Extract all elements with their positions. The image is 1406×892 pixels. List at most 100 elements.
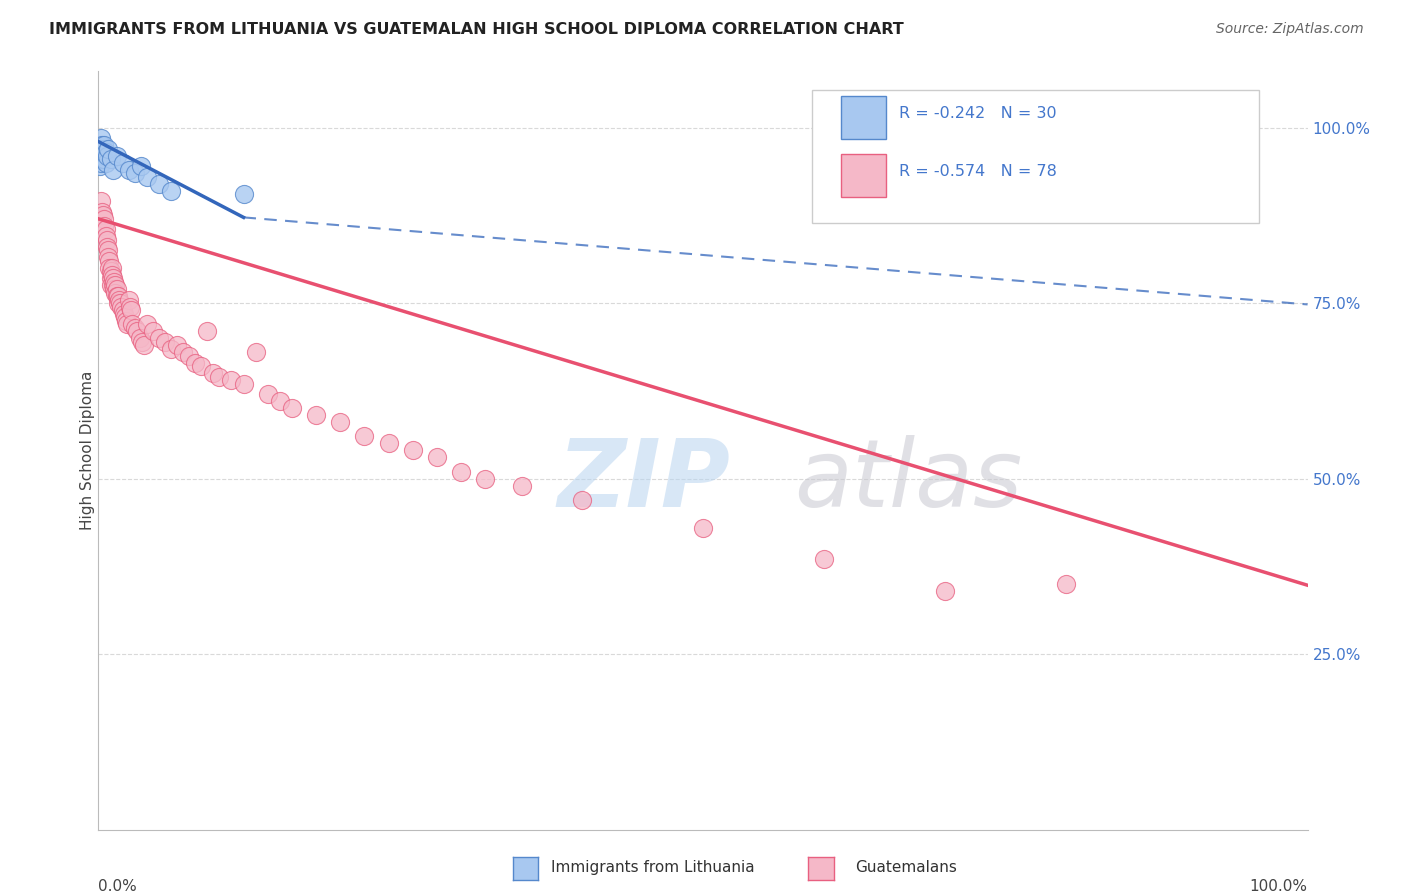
Point: [90, 155, 112, 169]
Point: [89, 138, 111, 153]
Point: [142, 324, 165, 338]
Point: [402, 443, 425, 458]
Point: [692, 521, 714, 535]
Point: [221, 373, 243, 387]
Point: [98, 260, 121, 275]
Point: [190, 359, 212, 374]
Text: R = -0.574   N = 78: R = -0.574 N = 78: [898, 164, 1057, 179]
Point: [474, 471, 496, 485]
Point: [232, 187, 254, 202]
Point: [94, 145, 117, 160]
Text: Immigrants from Lithuania: Immigrants from Lithuania: [551, 860, 755, 874]
Point: [103, 275, 125, 289]
Point: [89, 159, 111, 173]
Point: [115, 313, 138, 327]
Point: [93, 211, 115, 226]
Point: [90, 148, 112, 162]
Point: [121, 317, 143, 331]
Point: [90, 194, 112, 209]
Point: [100, 268, 122, 282]
Point: [104, 285, 127, 300]
Point: [208, 369, 231, 384]
Point: [148, 331, 170, 345]
Point: [94, 155, 117, 169]
Point: [100, 278, 122, 293]
Point: [105, 148, 128, 162]
Point: [202, 366, 225, 380]
Point: [112, 307, 135, 321]
Point: [118, 162, 141, 177]
Point: [97, 251, 120, 265]
Point: [118, 293, 141, 307]
Text: 100.0%: 100.0%: [1250, 879, 1308, 892]
Point: [111, 155, 134, 169]
Point: [184, 356, 207, 370]
Point: [91, 138, 114, 153]
Point: [108, 293, 131, 307]
Point: [101, 271, 124, 285]
Point: [353, 429, 375, 443]
Point: [329, 416, 352, 430]
Point: [98, 254, 121, 268]
Point: [148, 177, 170, 191]
Point: [105, 289, 128, 303]
Point: [269, 394, 291, 409]
Point: [91, 204, 114, 219]
Point: [111, 303, 134, 318]
Point: [91, 208, 114, 222]
Point: [100, 152, 122, 166]
Text: Guatemalans: Guatemalans: [855, 860, 956, 874]
Point: [96, 233, 118, 247]
Point: [128, 331, 150, 345]
Point: [94, 229, 117, 244]
Point: [101, 278, 124, 293]
Point: [97, 244, 120, 258]
Point: [281, 401, 304, 416]
Point: [934, 583, 956, 598]
Point: [813, 552, 835, 566]
Point: [120, 303, 142, 318]
Point: [91, 142, 114, 156]
Point: [510, 478, 533, 492]
Point: [118, 300, 141, 314]
Point: [129, 159, 152, 173]
Y-axis label: High School Diploma: High School Diploma: [80, 371, 94, 530]
FancyBboxPatch shape: [841, 154, 886, 197]
Text: Source: ZipAtlas.com: Source: ZipAtlas.com: [1216, 22, 1364, 37]
Point: [97, 142, 120, 156]
Point: [89, 145, 111, 160]
Point: [124, 166, 146, 180]
Text: R = -0.242   N = 30: R = -0.242 N = 30: [898, 105, 1056, 120]
Point: [103, 282, 125, 296]
Point: [377, 436, 399, 450]
Point: [91, 145, 114, 160]
Point: [571, 492, 593, 507]
Point: [232, 376, 254, 391]
Point: [96, 148, 118, 162]
Point: [90, 142, 112, 156]
Point: [96, 240, 118, 254]
Point: [134, 338, 156, 352]
Point: [93, 138, 115, 153]
Point: [100, 264, 122, 278]
Point: [160, 184, 183, 198]
Point: [89, 152, 111, 166]
Point: [179, 349, 201, 363]
Point: [166, 338, 188, 352]
Point: [107, 296, 129, 310]
Point: [117, 317, 139, 331]
Point: [108, 296, 131, 310]
Point: [124, 320, 146, 334]
Point: [135, 169, 157, 184]
Point: [90, 131, 112, 145]
Point: [105, 282, 128, 296]
Point: [426, 450, 449, 465]
Text: IMMIGRANTS FROM LITHUANIA VS GUATEMALAN HIGH SCHOOL DIPLOMA CORRELATION CHART: IMMIGRANTS FROM LITHUANIA VS GUATEMALAN …: [49, 22, 904, 37]
Point: [131, 334, 153, 349]
Point: [305, 409, 328, 423]
Point: [93, 219, 115, 233]
Point: [1054, 577, 1077, 591]
Point: [114, 310, 136, 324]
Point: [100, 271, 122, 285]
Point: [107, 289, 129, 303]
